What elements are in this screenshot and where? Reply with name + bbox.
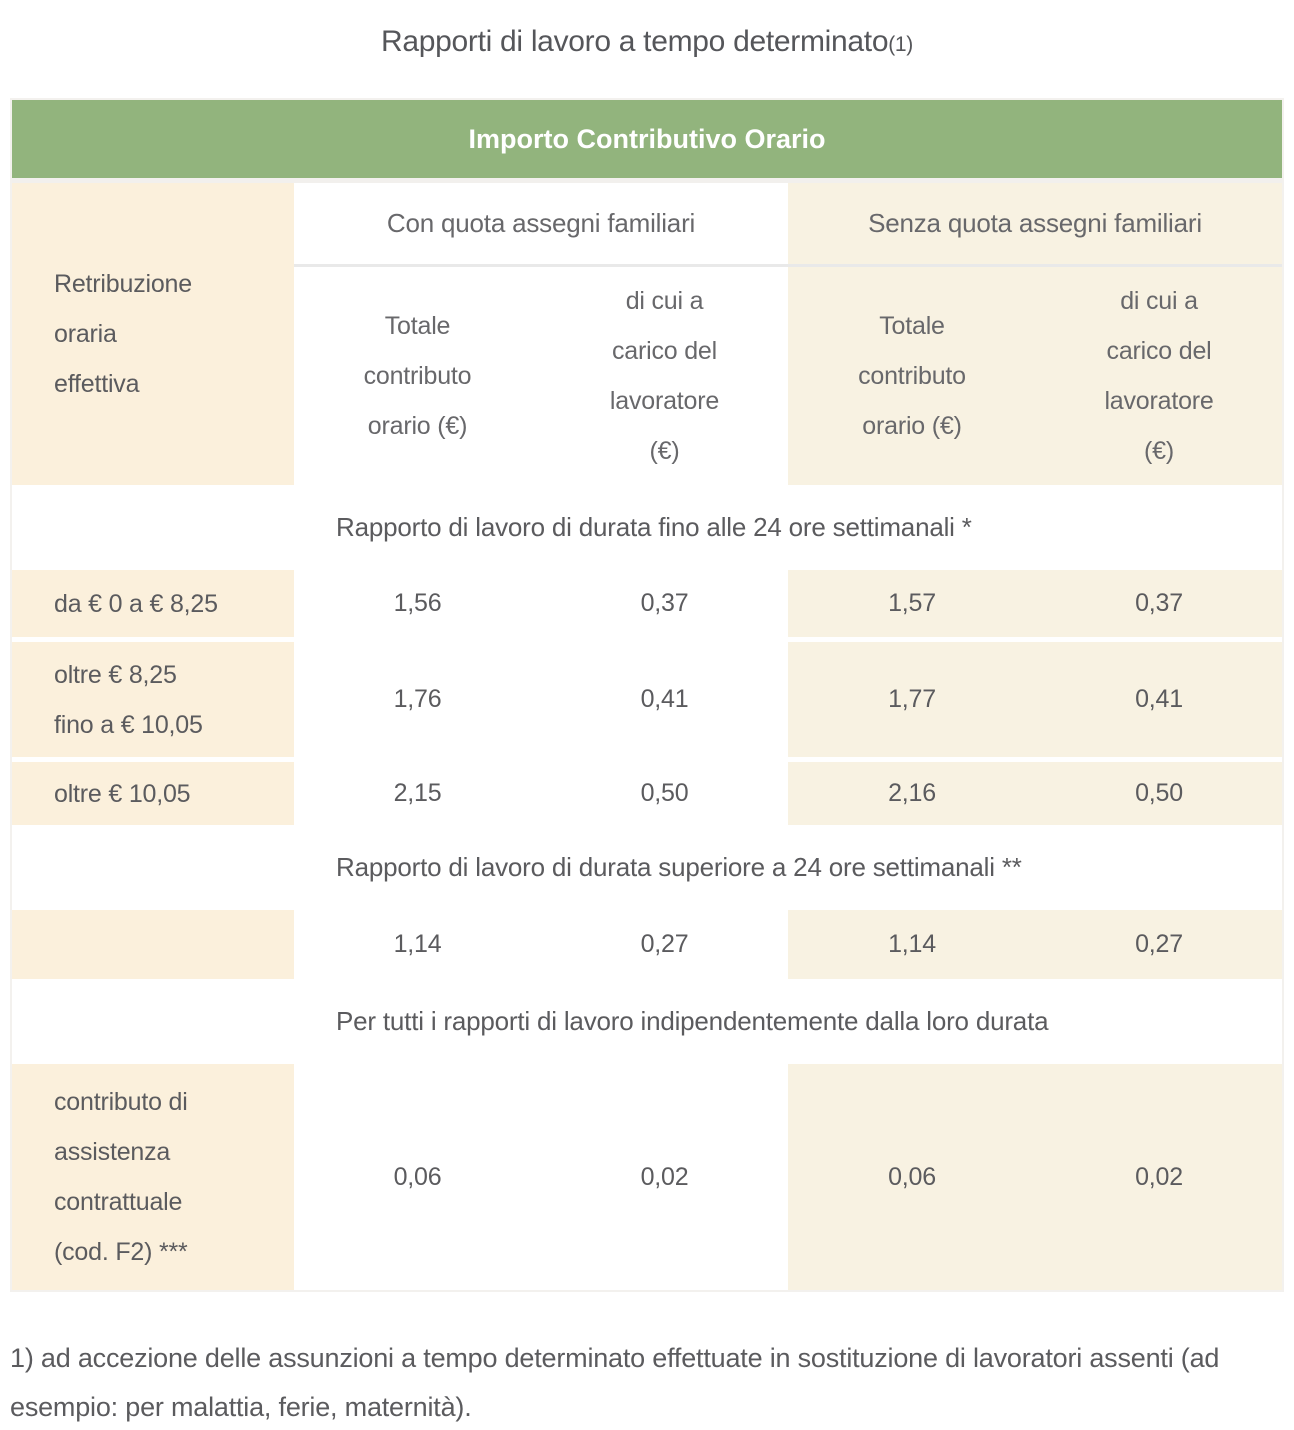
page-title-footnote-ref: (1): [888, 33, 913, 56]
value-cell: 1,14: [294, 910, 541, 984]
subheader-carico-con-cell: di cui a carico del lavoratore (€): [541, 267, 788, 490]
value-cell: 2,15: [294, 762, 541, 830]
row-label-cell: contributo di assistenza contrattuale (c…: [12, 1064, 294, 1290]
subheader-totale-con-cell: Totale contributo orario (€): [294, 267, 541, 490]
value-cell: 1,14: [788, 910, 1036, 984]
subheader-totale-senza-cell: Totale contributo orario (€): [788, 267, 1036, 490]
value-cell: 0,02: [541, 1064, 788, 1290]
group-con-quota-cell: Con quota assegni familiari: [294, 183, 788, 267]
value-cell: 1,57: [788, 570, 1036, 642]
page-title: Rapporti di lavoro a tempo determinato(1…: [10, 24, 1284, 63]
value-cell: 0,41: [1036, 642, 1283, 762]
section-title: Per tutti i rapporti di lavoro indipende…: [12, 984, 1283, 1064]
table-row: oltre € 8,25 fino a € 10,05 1,76 0,41 1,…: [12, 642, 1283, 762]
value-cell: 0,27: [541, 910, 788, 984]
value-cell: 0,37: [541, 570, 788, 642]
group-senza-quota-cell: Senza quota assegni familiari: [788, 183, 1283, 267]
sub-header-row: Totale contributo orario (€) di cui a ca…: [12, 267, 1283, 490]
table-row: oltre € 10,05 2,15 0,50 2,16 0,50: [12, 762, 1283, 830]
value-cell: 0,06: [788, 1064, 1036, 1290]
value-cell: 0,50: [1036, 762, 1283, 830]
row-label-header-cell: Retribuzione oraria effettiva: [12, 183, 294, 490]
value-cell: 1,77: [788, 642, 1036, 762]
row-label-cell: oltre € 8,25 fino a € 10,05: [12, 642, 294, 762]
row-label-cell: da € 0 a € 8,25: [12, 570, 294, 642]
table-row: da € 0 a € 8,25 1,56 0,37 1,57 0,37: [12, 570, 1283, 642]
table-row: contributo di assistenza contrattuale (c…: [12, 1064, 1283, 1290]
section-row-tutti: Per tutti i rapporti di lavoro indipende…: [12, 984, 1283, 1064]
section-title: Rapporto di lavoro di durata fino alle 2…: [12, 490, 1283, 570]
value-cell: 0,02: [1036, 1064, 1283, 1290]
value-cell: 1,56: [294, 570, 541, 642]
page: Rapporti di lavoro a tempo determinato(1…: [0, 24, 1294, 1430]
page-title-text: Rapporti di lavoro a tempo determinato: [381, 25, 889, 58]
section-row-superiore-24: Rapporto di lavoro di durata superiore a…: [12, 830, 1283, 910]
table-row: 1,14 0,27 1,14 0,27: [12, 910, 1283, 984]
group-header-row: Retribuzione oraria effettiva Con quota …: [12, 183, 1283, 490]
table-header-row: Importo Contributivo Orario: [12, 100, 1283, 183]
value-cell: 1,76: [294, 642, 541, 762]
section-title: Rapporto di lavoro di durata superiore a…: [12, 830, 1283, 910]
value-cell: 0,37: [1036, 570, 1283, 642]
value-cell: 2,16: [788, 762, 1036, 830]
subheader-carico-senza-cell: di cui a carico del lavoratore (€): [1036, 267, 1283, 490]
value-cell: 0,27: [1036, 910, 1283, 984]
value-cell: 0,06: [294, 1064, 541, 1290]
value-cell: 0,50: [541, 762, 788, 830]
section-row-fino-24: Rapporto di lavoro di durata fino alle 2…: [12, 490, 1283, 570]
footnote: 1) ad accezione delle assunzioni a tempo…: [10, 1343, 1220, 1422]
value-cell: 0,41: [541, 642, 788, 762]
row-label-cell: [12, 910, 294, 984]
table-title-cell: Importo Contributivo Orario: [12, 100, 1283, 183]
row-label-cell: oltre € 10,05: [12, 762, 294, 830]
contribution-rates-table: Importo Contributivo Orario Retribuzione…: [10, 98, 1285, 1292]
